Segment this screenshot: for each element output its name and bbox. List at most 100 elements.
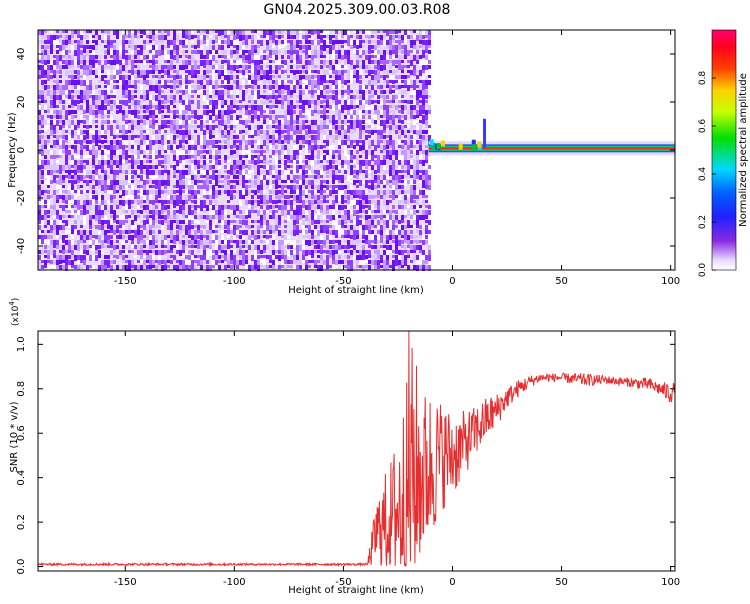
- heatmap-cell: [338, 135, 341, 138]
- heatmap-cell: [323, 110, 326, 115]
- heatmap-cell: [74, 165, 77, 171]
- heatmap-cell: [155, 190, 158, 196]
- heatmap-cell: [86, 65, 89, 71]
- heatmap-cell: [194, 110, 197, 116]
- heatmap-cell: [197, 260, 200, 266]
- heatmap-cell: [323, 260, 326, 266]
- heatmap-cell: [170, 85, 173, 89]
- heatmap-cell: [236, 90, 239, 96]
- heatmap-cell: [320, 160, 323, 163]
- heatmap-cell: [110, 265, 113, 271]
- heatmap-cell: [338, 125, 341, 129]
- heatmap-cell: [44, 125, 47, 131]
- heatmap-cell: [203, 115, 206, 120]
- heatmap-cell: [257, 95, 260, 99]
- heatmap-cell: [98, 195, 101, 201]
- heatmap-cell: [269, 65, 272, 70]
- heatmap-cell: [260, 215, 263, 220]
- heatmap-cell: [218, 180, 221, 183]
- heatmap-cell: [47, 245, 50, 248]
- heatmap-cell: [386, 105, 389, 111]
- heatmap-cell: [362, 100, 365, 104]
- heatmap-cell: [353, 165, 356, 168]
- heatmap-cell: [401, 100, 404, 103]
- heatmap-cell: [401, 165, 404, 169]
- heatmap-cell: [218, 175, 221, 179]
- heatmap-cell: [371, 125, 374, 128]
- heatmap-cell: [278, 195, 281, 201]
- heatmap-cell: [122, 220, 125, 225]
- heatmap-cell: [257, 195, 260, 199]
- heatmap-cell: [194, 165, 197, 170]
- heatmap-cell: [89, 55, 92, 60]
- heatmap-cell: [248, 85, 251, 88]
- heatmap-cell: [236, 180, 239, 185]
- heatmap-cell: [338, 260, 341, 264]
- heatmap-cell: [344, 185, 347, 189]
- heatmap-cell: [308, 45, 311, 50]
- heatmap-cell: [125, 205, 128, 210]
- heatmap-cell: [332, 150, 335, 155]
- heatmap-cell: [281, 235, 284, 238]
- heatmap-cell: [128, 255, 131, 258]
- heatmap-cell: [344, 130, 347, 136]
- heatmap-cell: [278, 185, 281, 188]
- heatmap-cell: [386, 245, 389, 250]
- heatmap-cell: [68, 240, 71, 246]
- heatmap-cell: [71, 175, 74, 179]
- heatmap-cell: [296, 105, 299, 108]
- heatmap-cell: [131, 95, 134, 100]
- heatmap-cell: [86, 245, 89, 249]
- heatmap-cell: [275, 115, 278, 121]
- heatmap-cell: [128, 100, 131, 103]
- heatmap-cell: [86, 180, 89, 186]
- heatmap-cell: [401, 175, 404, 179]
- heatmap-cell: [404, 130, 407, 135]
- heatmap-cell: [272, 85, 275, 89]
- heatmap-cell: [212, 205, 215, 211]
- heatmap-cell: [158, 90, 161, 96]
- heatmap-cell: [179, 160, 182, 163]
- heatmap-cell: [152, 50, 155, 54]
- heatmap-cell: [404, 140, 407, 146]
- heatmap-cell: [197, 175, 200, 181]
- heatmap-cell: [365, 145, 368, 149]
- heatmap-cell: [179, 125, 182, 129]
- heatmap-cell: [311, 80, 314, 86]
- heatmap-cell: [239, 170, 242, 175]
- heatmap-cell: [254, 235, 257, 240]
- heatmap-cell: [395, 150, 398, 155]
- heatmap-cell: [158, 215, 161, 219]
- heatmap-cell: [191, 45, 194, 48]
- heatmap-cell: [83, 115, 86, 118]
- heatmap-cell: [47, 220, 50, 225]
- heatmap-cell: [125, 55, 128, 61]
- heatmap-cell: [212, 125, 215, 131]
- heatmap-cell: [266, 135, 269, 140]
- heatmap-cell: [50, 240, 53, 246]
- heatmap-cell: [371, 90, 374, 96]
- heatmap-cell: [149, 165, 152, 169]
- heatmap-cell: [224, 185, 227, 190]
- heatmap-cell: [65, 125, 68, 129]
- heatmap-cell: [254, 185, 257, 188]
- heatmap-cell: [191, 250, 194, 256]
- heatmap-cell: [107, 165, 110, 168]
- heatmap-cell: [92, 190, 95, 194]
- heatmap-cell: [182, 120, 185, 126]
- heatmap-cell: [212, 140, 215, 146]
- heatmap-cell: [167, 160, 170, 164]
- heatmap-cell: [212, 180, 215, 183]
- heatmap-cell: [191, 60, 194, 63]
- heatmap-cell: [149, 40, 152, 43]
- heatmap-cell: [68, 50, 71, 53]
- heatmap-cell: [227, 120, 230, 124]
- heatmap-cell: [374, 210, 377, 213]
- heatmap-cell: [179, 55, 182, 58]
- heatmap-cell: [293, 110, 296, 114]
- heatmap-cell: [389, 85, 392, 91]
- heatmap-cell: [371, 220, 374, 226]
- heatmap-cell: [62, 85, 65, 90]
- heatmap-cell: [179, 200, 182, 204]
- heatmap-cell: [377, 35, 380, 39]
